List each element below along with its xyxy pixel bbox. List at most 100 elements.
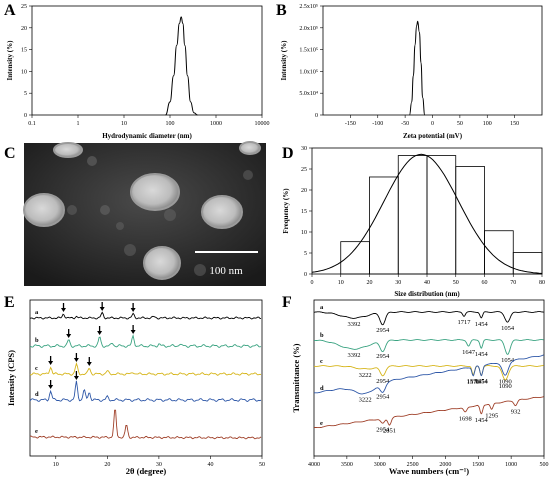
- panel-label-b: B: [276, 2, 287, 19]
- peak-arrow-head: [48, 361, 54, 365]
- peak-label: 1054: [501, 325, 515, 332]
- y-tick-label: 1.5x10⁵: [299, 48, 318, 54]
- peak-label: 2954: [376, 394, 390, 401]
- histogram-bar: [512, 252, 543, 275]
- x-tick-label: 1: [77, 121, 80, 127]
- trace-label-a: a: [35, 309, 39, 316]
- ftir-trace-a: [313, 311, 544, 326]
- y-tick-label: 2.0x10⁵: [299, 26, 318, 32]
- peak-label: 3222: [359, 397, 372, 404]
- x-tick-label: 0.1: [28, 121, 36, 127]
- ftir-trace-b: [314, 339, 544, 355]
- x-tick-label: 150: [510, 121, 519, 127]
- histogram-bar: [426, 155, 457, 275]
- peak-label: 1295: [485, 413, 498, 420]
- peak-label: 932: [511, 408, 521, 415]
- peak-label: 2954: [376, 378, 390, 385]
- peak-label: 1454: [475, 378, 489, 385]
- x-tick-label: 1000: [505, 462, 517, 468]
- ftir-trace-c: [313, 365, 544, 381]
- y-tick-label: 0: [304, 272, 307, 278]
- peak-label: 1576: [467, 378, 481, 385]
- panel-c-tem-image: 100 nm: [23, 141, 266, 286]
- peak-arrow-head: [48, 385, 54, 389]
- x-tick-label: 50: [457, 121, 463, 127]
- panel-label-f: F: [282, 294, 292, 311]
- peak-label: 1576: [467, 379, 481, 386]
- zeta-curve: [409, 20, 426, 116]
- x-tick-label: 2000: [439, 462, 451, 468]
- x-tick-label: 3500: [341, 462, 353, 468]
- panel-label-d: D: [282, 145, 294, 162]
- plot-frame: [322, 5, 543, 116]
- histogram-bar: [455, 166, 485, 275]
- vesicle: [23, 193, 65, 227]
- trace-label-c: c: [35, 365, 38, 372]
- x-tick-label: 40: [424, 280, 430, 286]
- panel-a-dls-chart: 0.1 1 10 100 1000 10000 0 5 10 15 20 25 Hydrodynamic…: [6, 4, 270, 140]
- x-tick-label: 60: [482, 280, 488, 286]
- x-tick-label: 70: [510, 280, 516, 286]
- trace-label-d: d: [320, 385, 324, 392]
- x-tick-label: 3000: [374, 462, 386, 468]
- x-tick-label: 50: [259, 462, 265, 468]
- histogram-bar: [369, 176, 399, 275]
- y-tick-label: 0: [315, 113, 318, 119]
- y-tick-label: 5: [304, 251, 307, 257]
- y-axis-label: Transmittance (%): [291, 343, 301, 412]
- peak-label: 1054: [501, 357, 515, 364]
- peak-arrow-head: [73, 376, 79, 380]
- y-axis-label: Intensity (CPS): [6, 350, 16, 406]
- plot-frame: [313, 299, 545, 457]
- x-axis-label: Hydrodynamic diameter (nm): [102, 132, 192, 140]
- xrd-trace-c: [29, 361, 262, 376]
- trace-label-b: b: [35, 337, 39, 344]
- y-tick-label: 25: [301, 167, 307, 173]
- x-tick-label: 2500: [407, 462, 419, 468]
- peak-label: 2954: [376, 427, 390, 434]
- ftir-trace-e: [313, 396, 544, 429]
- x-tick-label: 10: [121, 121, 127, 127]
- peak-arrow-head: [97, 331, 103, 335]
- panel-label-c: C: [4, 145, 16, 162]
- peak-label: 1454: [475, 351, 489, 358]
- y-tick-label: 20: [21, 26, 27, 32]
- peak-label: 1454: [475, 321, 489, 328]
- x-tick-label: 10: [53, 462, 59, 468]
- trace-label-b: b: [320, 332, 324, 339]
- x-tick-label: 500: [540, 462, 549, 468]
- vesicle: [53, 142, 83, 158]
- peak-label: 3222: [359, 372, 372, 379]
- y-tick-label: 5: [24, 91, 27, 97]
- panel-f-ftir-chart: 4000 3500 3000 2500 2000 1500 1000 500 a 3392 2954…: [291, 299, 549, 476]
- y-tick-label: 2.5x10⁵: [299, 4, 318, 10]
- plot-frame: [31, 5, 263, 116]
- dls-curve: [165, 16, 198, 116]
- peak-arrow-head: [130, 330, 136, 334]
- peak-arrow-head: [130, 308, 136, 312]
- panel-label-e: E: [4, 294, 15, 311]
- y-tick-label: 10: [21, 69, 27, 75]
- y-tick-label: 30: [301, 146, 307, 152]
- peak-label: 1698: [459, 415, 472, 422]
- x-tick-label: 10000: [255, 121, 270, 127]
- peak-label: 1090: [499, 383, 512, 390]
- peak-label: 1717: [458, 319, 472, 326]
- x-axis-label: Wave numbers (cm⁻¹): [389, 466, 469, 476]
- histogram-bar: [397, 155, 428, 275]
- x-tick-label: 10: [338, 280, 344, 286]
- scale-bar-label: 100 nm: [209, 265, 243, 277]
- panel-e-xrd-chart: 10 20 30 40 50 a b c d e 2θ (degree) Intensity (CPS…: [6, 299, 265, 476]
- y-tick-label: 20: [301, 188, 307, 194]
- x-tick-label: 1500: [472, 462, 484, 468]
- xrd-trace-d: [29, 380, 262, 403]
- peak-label: 3392: [347, 352, 360, 359]
- x-axis-label: Zeta potential (mV): [403, 132, 463, 140]
- peak-label: 3392: [347, 321, 360, 328]
- peak-label: 2851: [383, 428, 396, 435]
- vesicle: [201, 195, 243, 229]
- peak-label: 1647: [462, 349, 476, 356]
- y-axis-label: Frequency (%): [282, 188, 290, 234]
- plot-frame: [29, 299, 263, 457]
- x-tick-label: 20: [104, 462, 110, 468]
